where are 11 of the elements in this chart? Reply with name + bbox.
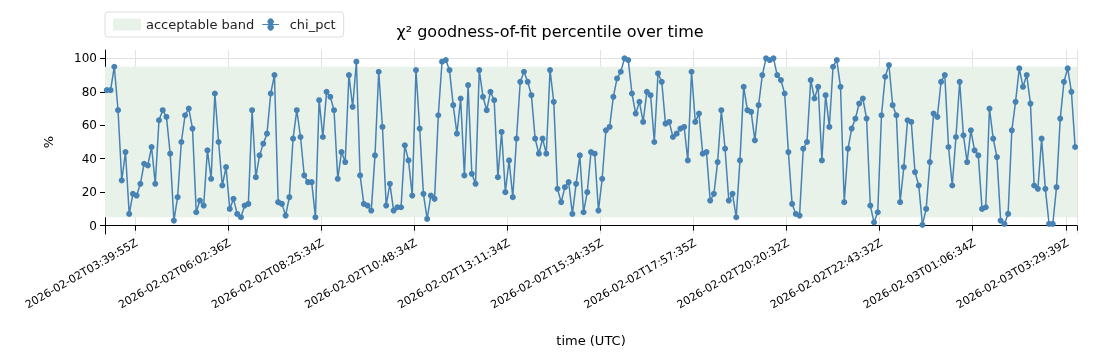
y-tick-label: 40	[81, 151, 97, 166]
x-axis-title: time (UTC)	[556, 333, 626, 348]
y-axis-title: %	[41, 135, 56, 149]
y-tick-label: 60	[81, 118, 97, 133]
legend-label: acceptable band	[146, 17, 255, 32]
y-tick-label: 80	[81, 84, 97, 99]
chart-title: χ² goodness-of-fit percentile over time	[396, 21, 704, 41]
legend-label: chi_pct	[289, 17, 336, 32]
y-tick-label: 100	[74, 51, 97, 66]
y-tick-label: 0	[89, 218, 97, 233]
y-tick-label: 20	[81, 185, 97, 200]
